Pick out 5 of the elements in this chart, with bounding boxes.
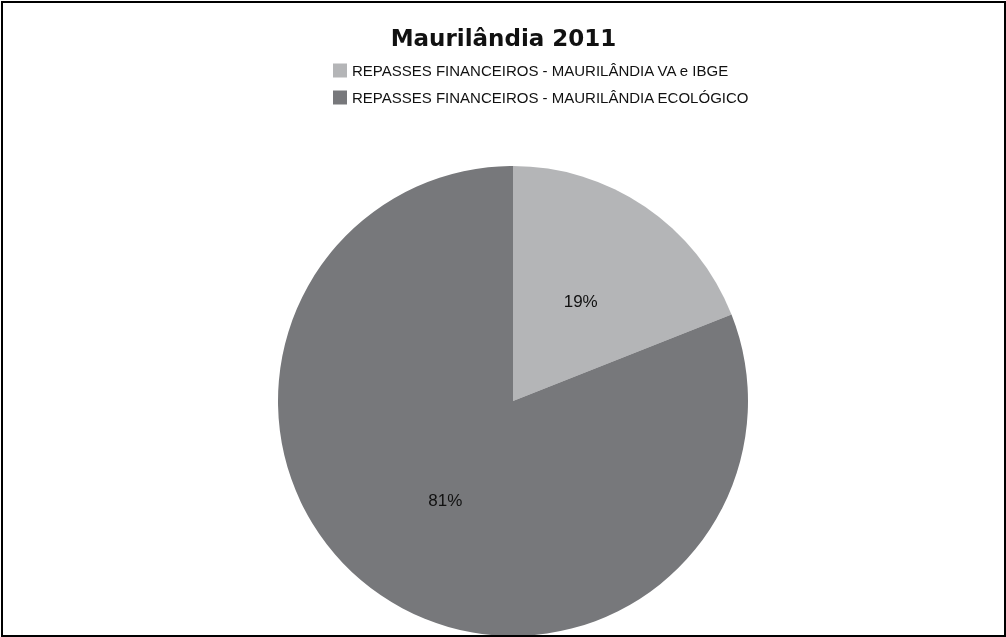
- data-label: 19%: [563, 291, 598, 311]
- chart-title: Maurilândia 2011: [390, 24, 617, 51]
- legend-label: REPASSES FINANCEIROS - MAURILÂNDIA VA e IBGE: [352, 62, 729, 79]
- data-label: 81%: [428, 491, 463, 511]
- legend-label: REPASSES FINANCEIROS - MAURILÂNDIA ECOLÓGICO: [352, 89, 749, 106]
